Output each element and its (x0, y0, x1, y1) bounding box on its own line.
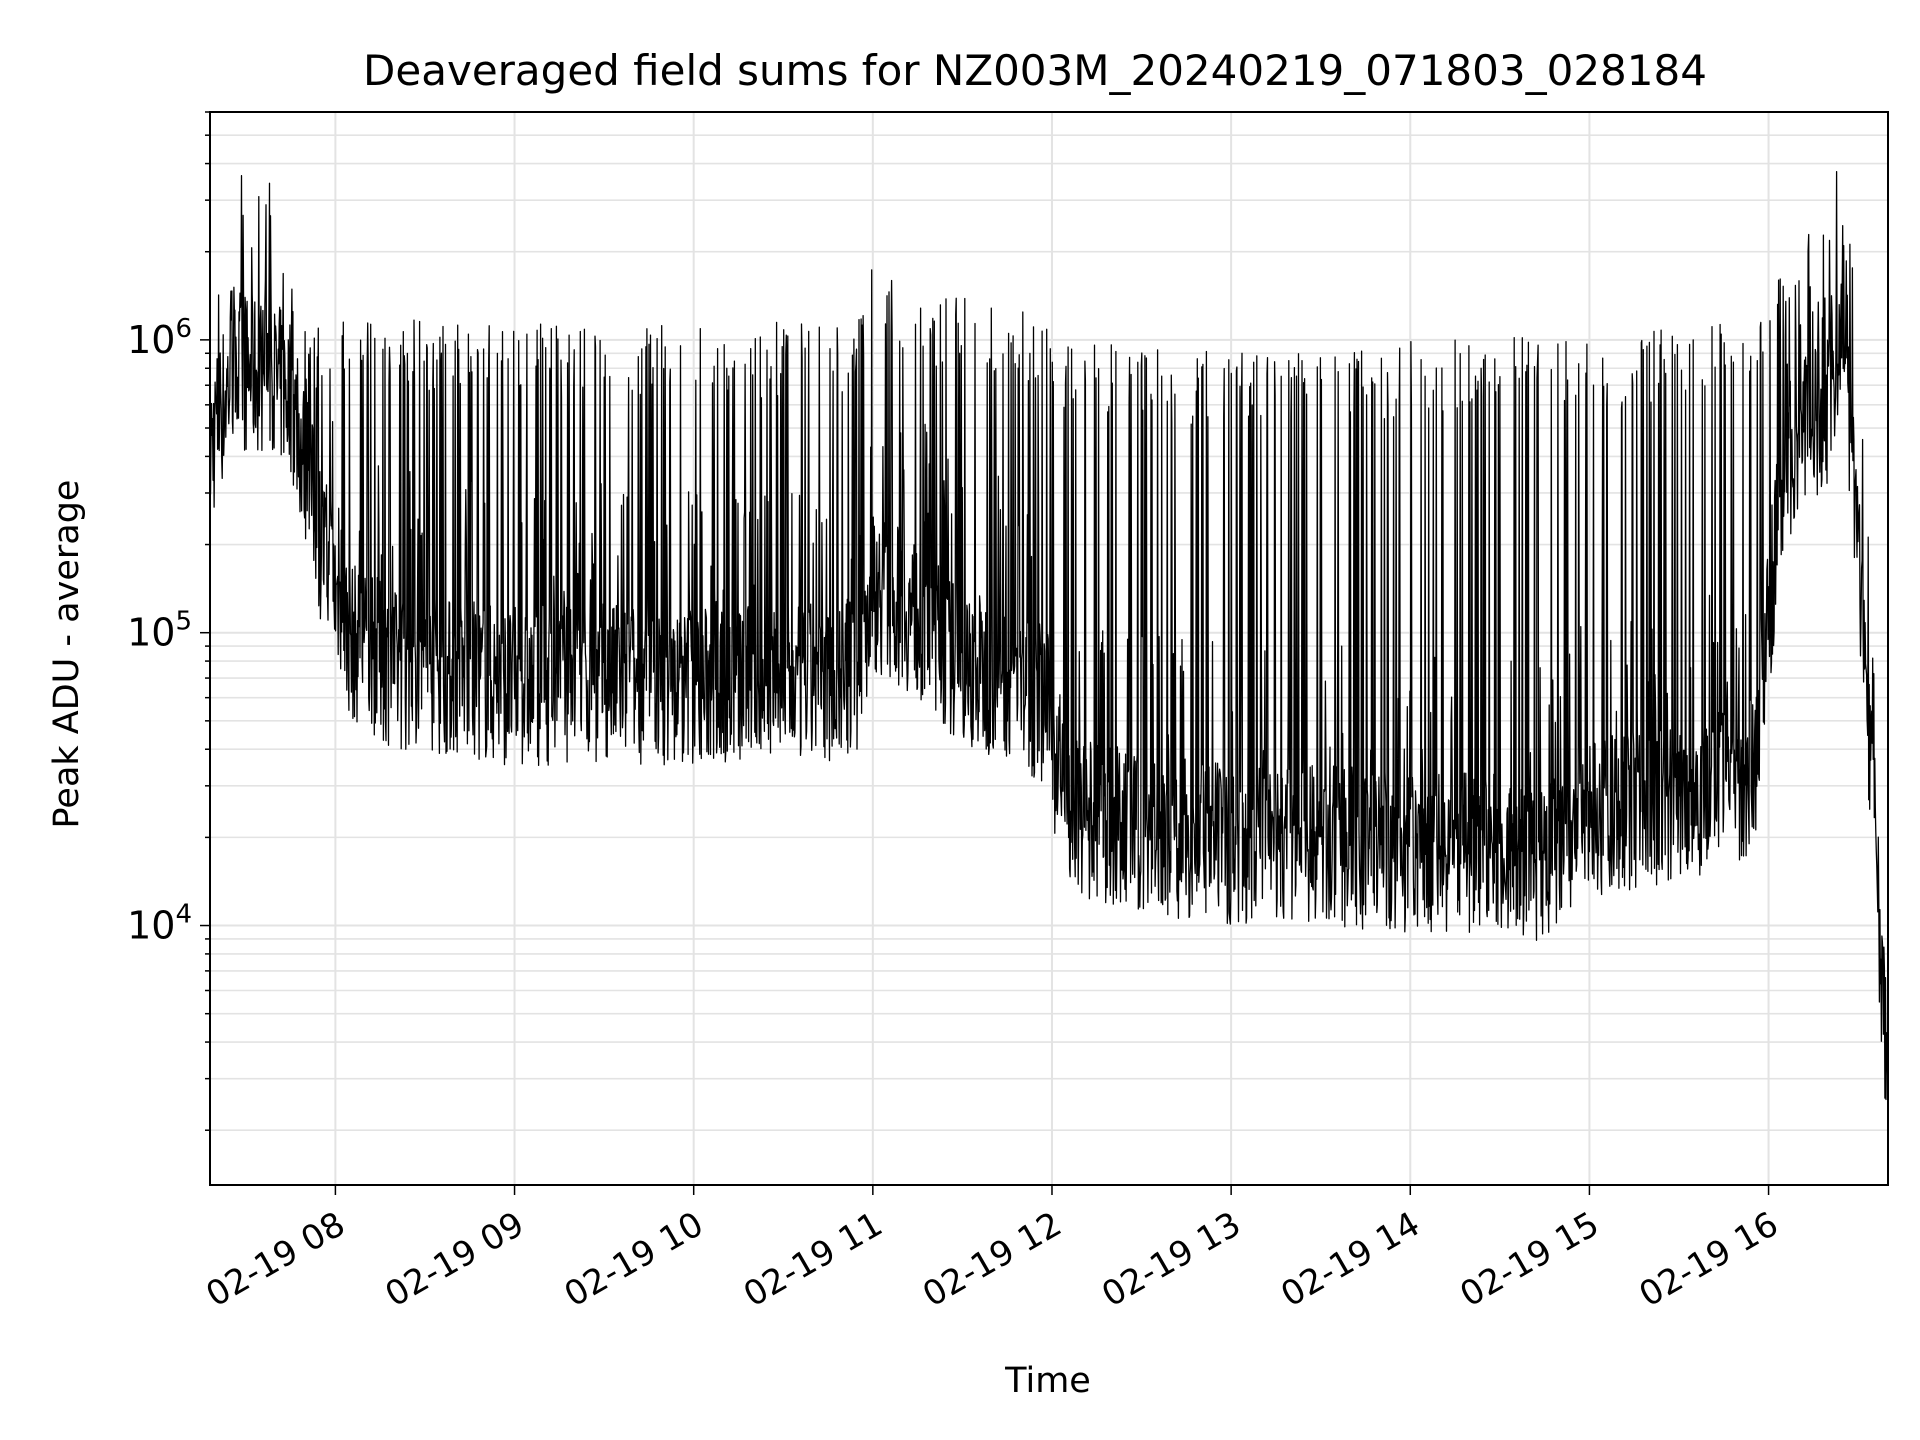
y-tick-base: 10 (127, 904, 175, 948)
y-tick-exponent: 6 (175, 314, 192, 344)
chart-title: Deaveraged field sums for NZ003M_2024021… (363, 46, 1707, 95)
x-axis-label: Time (1004, 1361, 1091, 1401)
series-line (209, 171, 1889, 1104)
y-axis-label: Peak ADU - average (47, 480, 87, 829)
y-tick-base: 10 (127, 611, 175, 655)
y-tick-label: 105 (127, 607, 192, 655)
y-tick-base: 10 (127, 318, 175, 362)
y-tick-exponent: 5 (175, 607, 192, 637)
plot-frame (209, 111, 1889, 1186)
y-tick-label: 106 (127, 314, 192, 362)
y-tick-exponent: 4 (175, 900, 192, 930)
y-tick-label: 104 (127, 900, 192, 948)
